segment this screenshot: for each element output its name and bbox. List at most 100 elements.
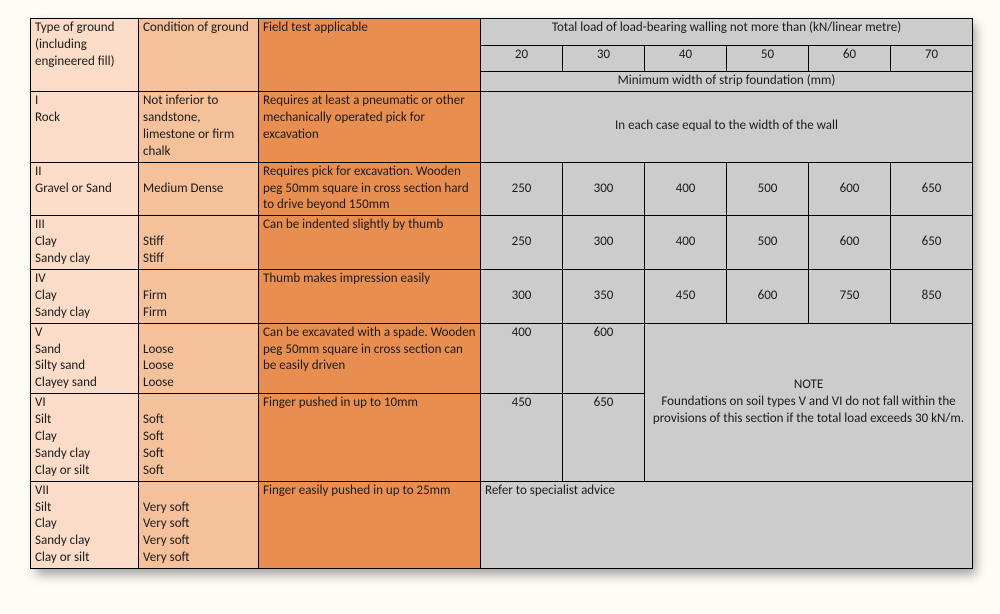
- row-iii-v2: 400: [645, 216, 727, 270]
- row-iv-cond: Firm Firm: [139, 269, 259, 323]
- hdr-type-text: Type of ground (including engineered fil…: [35, 20, 115, 69]
- hdr-strip-title: Minimum width of strip foundation (mm): [481, 72, 973, 92]
- row-vi-v1: 650: [563, 394, 645, 481]
- load-60: 60: [809, 45, 891, 72]
- row-iii-type-l2: Sandy clay: [35, 251, 90, 266]
- row-vii-type-l2: Clay: [35, 516, 57, 531]
- row-i-type-l1: Rock: [35, 110, 60, 125]
- row-v-cond-l2: Loose: [143, 358, 174, 373]
- load-50: 50: [727, 45, 809, 72]
- note-cell: NOTE Foundations on soil types V and VI …: [645, 323, 973, 481]
- row-iv-type-l0: IV: [35, 271, 46, 286]
- row-vii-cond-l1: Very soft: [143, 500, 190, 515]
- row-vii-cond-l4: Very soft: [143, 550, 190, 565]
- row-v-cond-l3: Loose: [143, 375, 174, 390]
- row-vii-span: Refer to specialist advice: [481, 481, 973, 568]
- row-vi-type-l4: Clay or silt: [35, 463, 89, 478]
- row-ii-v3: 500: [727, 162, 809, 216]
- row-vii-type-l4: Clay or silt: [35, 550, 89, 565]
- row-iv: IV Clay Sandy clay Firm Firm Thumb makes…: [31, 269, 973, 323]
- load-30: 30: [563, 45, 645, 72]
- row-vi-type-l3: Sandy clay: [35, 446, 90, 461]
- row-i: I Rock Not inferior to sandstone, limest…: [31, 92, 973, 163]
- row-v-type-l1: Sand: [35, 342, 61, 357]
- row-v-type: V Sand Silty sand Clayey sand: [31, 323, 139, 394]
- row-vi-cond: Soft Soft Soft Soft: [139, 394, 259, 481]
- row-v-type-l2: Silty sand: [35, 358, 85, 373]
- row-iii-v1: 300: [563, 216, 645, 270]
- row-iii-type: III Clay Sandy clay: [31, 216, 139, 270]
- row-ii-type-l1: Gravel or Sand: [35, 181, 112, 196]
- row-iii-v3: 500: [727, 216, 809, 270]
- row-i-span: In each case equal to the width of the w…: [481, 92, 973, 163]
- row-iv-type-l2: Sandy clay: [35, 305, 90, 320]
- row-vi-type: VI Silt Clay Sandy clay Clay or silt: [31, 394, 139, 481]
- row-iv-test: Thumb makes impression easily: [259, 269, 481, 323]
- row-v-test: Can be excavated with a spade. Wooden pe…: [259, 323, 481, 394]
- blank-c1: [31, 72, 139, 92]
- row-ii-type: II Gravel or Sand: [31, 162, 139, 216]
- hdr-cond: Condition of ground: [139, 19, 259, 72]
- row-iv-v4: 750: [809, 269, 891, 323]
- row-ii-v1: 300: [563, 162, 645, 216]
- row-vi-type-l1: Silt: [35, 412, 51, 427]
- row-iii-type-l0: III: [35, 217, 45, 232]
- row-ii: II Gravel or Sand Medium Dense Requires …: [31, 162, 973, 216]
- row-v-cond-l1: Loose: [143, 342, 174, 357]
- row-v-v1: 600: [563, 323, 645, 394]
- row-iii-cond: Stiff Stiff: [139, 216, 259, 270]
- row-vi-test: Finger pushed in up to 10mm: [259, 394, 481, 481]
- row-vii-type-l3: Sandy clay: [35, 533, 90, 548]
- row-vi-type-l2: Clay: [35, 429, 57, 444]
- row-iv-type: IV Clay Sandy clay: [31, 269, 139, 323]
- row-vi-cond-l4: Soft: [143, 463, 164, 478]
- row-i-type: I Rock: [31, 92, 139, 163]
- header-row-strip: Minimum width of strip foundation (mm): [31, 72, 973, 92]
- row-vii-type-l0: VII: [35, 483, 49, 498]
- row-ii-cond: Medium Dense: [139, 162, 259, 216]
- row-iv-cond-l1: Firm: [143, 288, 167, 303]
- row-vi-cond-l3: Soft: [143, 446, 164, 461]
- hdr-test: Field test applicable: [259, 19, 481, 72]
- row-iv-type-l1: Clay: [35, 288, 57, 303]
- row-ii-v4: 600: [809, 162, 891, 216]
- row-ii-v0: 250: [481, 162, 563, 216]
- load-40: 40: [645, 45, 727, 72]
- blank-c2: [139, 72, 259, 92]
- row-iv-v2: 450: [645, 269, 727, 323]
- hdr-cond-text: Condition of ground: [143, 20, 249, 35]
- hdr-load-title: Total load of load-bearing walling not m…: [481, 19, 973, 46]
- note-body: Foundations on soil types V and VI do no…: [653, 394, 964, 426]
- table: Type of ground (including engineered fil…: [30, 18, 973, 569]
- row-vii: VII Silt Clay Sandy clay Clay or silt Ve…: [31, 481, 973, 568]
- load-20: 20: [481, 45, 563, 72]
- row-iii-v4: 600: [809, 216, 891, 270]
- blank-c3: [259, 72, 481, 92]
- row-v-cond: Loose Loose Loose: [139, 323, 259, 394]
- hdr-type: Type of ground (including engineered fil…: [31, 19, 139, 72]
- row-vii-type: VII Silt Clay Sandy clay Clay or silt: [31, 481, 139, 568]
- row-iii: III Clay Sandy clay Stiff Stiff Can be i…: [31, 216, 973, 270]
- row-vii-type-l1: Silt: [35, 500, 51, 515]
- row-iv-cond-l2: Firm: [143, 305, 167, 320]
- row-iii-v5: 650: [891, 216, 973, 270]
- hdr-test-text: Field test applicable: [263, 20, 368, 35]
- row-ii-v5: 650: [891, 162, 973, 216]
- row-iv-v5: 850: [891, 269, 973, 323]
- row-iv-v0: 300: [481, 269, 563, 323]
- row-iv-v3: 600: [727, 269, 809, 323]
- row-iii-cond-l2: Stiff: [143, 251, 164, 266]
- row-iii-test: Can be indented slightly by thumb: [259, 216, 481, 270]
- row-vii-cond-l2: Very soft: [143, 516, 190, 531]
- row-iii-type-l1: Clay: [35, 234, 57, 249]
- load-70: 70: [891, 45, 973, 72]
- row-i-cond: Not inferior to sandstone, limestone or …: [139, 92, 259, 163]
- row-ii-v2: 400: [645, 162, 727, 216]
- row-i-type-l0: I: [35, 93, 38, 108]
- row-vii-cond-l3: Very soft: [143, 533, 190, 548]
- row-v-v0: 400: [481, 323, 563, 394]
- row-v-type-l0: V: [35, 325, 42, 340]
- note-title: NOTE: [794, 377, 823, 392]
- row-vi-cond-l1: Soft: [143, 412, 164, 427]
- header-row-1: Type of ground (including engineered fil…: [31, 19, 973, 46]
